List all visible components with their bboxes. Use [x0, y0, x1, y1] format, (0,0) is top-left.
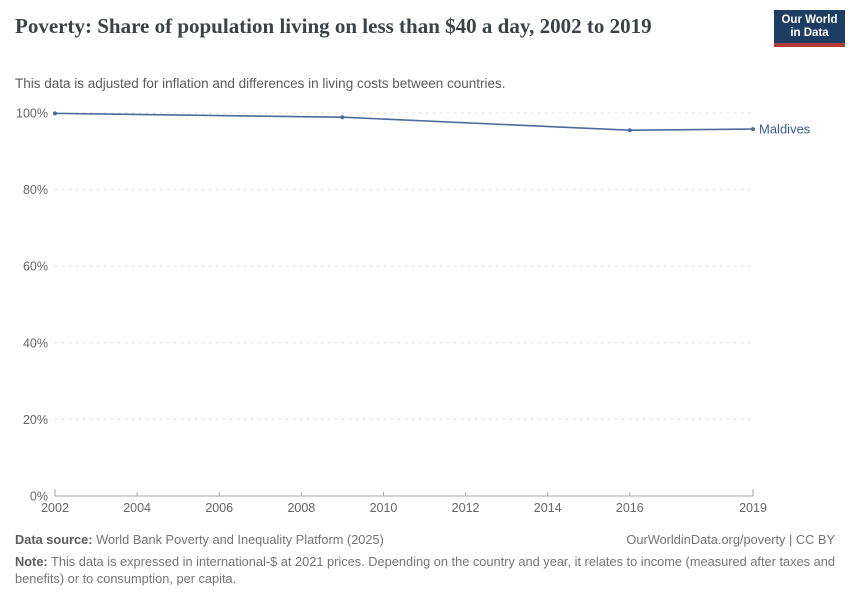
chart-footer: Data source: World Bank Poverty and Ineq…	[15, 531, 835, 587]
data-source-text: World Bank Poverty and Inequality Platfo…	[92, 532, 384, 547]
x-tick-label: 2008	[287, 501, 315, 515]
owid-logo-line1: Our World	[781, 13, 838, 26]
owid-logo: Our World in Data	[774, 10, 845, 47]
x-tick-label: 2019	[739, 501, 767, 515]
x-tick-label: 2016	[616, 501, 644, 515]
x-tick-label: 2006	[205, 501, 233, 515]
data-source-label: Data source:	[15, 532, 93, 547]
chart-header: Poverty: Share of population living on l…	[15, 12, 760, 41]
y-tick-label: 0%	[30, 490, 48, 504]
y-tick-label: 80%	[23, 183, 48, 197]
x-tick-label: 2012	[452, 501, 480, 515]
chart-note: Note: This data is expressed in internat…	[15, 553, 835, 587]
x-tick-label: 2002	[41, 501, 69, 515]
attribution: OurWorldinData.org/poverty | CC BY	[626, 532, 835, 547]
owid-logo-line2: in Data	[790, 26, 829, 39]
series-line	[54, 112, 754, 132]
y-tick-label: 40%	[23, 336, 48, 350]
data-point-marker	[751, 127, 755, 132]
y-tick-label: 20%	[23, 413, 48, 427]
y-tick-label: 60%	[23, 260, 48, 274]
page-title: Poverty: Share of population living on l…	[15, 14, 652, 38]
x-tick-label: 2014	[534, 501, 562, 515]
note-text: This data is expressed in international-…	[15, 554, 835, 586]
data-source: Data source: World Bank Poverty and Ineq…	[15, 531, 384, 548]
y-tick-label: 100%	[16, 107, 48, 121]
data-point-marker	[627, 128, 632, 133]
chart-subtitle: This data is adjusted for inflation and …	[15, 76, 506, 91]
x-tick-label: 2010	[370, 501, 398, 515]
note-label: Note:	[15, 554, 48, 569]
data-point-marker	[340, 115, 345, 120]
series-end-label: Maldives	[759, 122, 811, 137]
x-tick-label: 2004	[123, 501, 151, 515]
data-point-marker	[53, 111, 57, 116]
